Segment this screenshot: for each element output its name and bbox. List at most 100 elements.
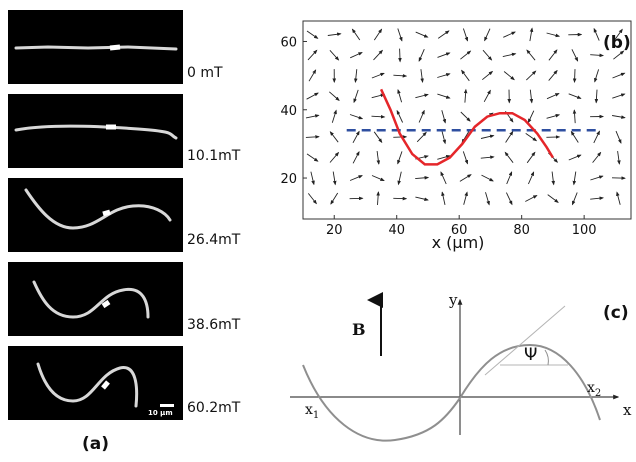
field-vector — [593, 130, 600, 144]
field-vector — [440, 171, 447, 185]
angle-arc — [544, 349, 549, 366]
field-vector — [308, 69, 317, 82]
field-vector — [484, 28, 491, 42]
field-vector — [305, 114, 320, 119]
field-vector — [437, 155, 451, 160]
field-vector — [373, 49, 384, 61]
field-vector — [371, 114, 386, 119]
field-vector — [503, 71, 515, 81]
field-vector — [506, 171, 513, 185]
x2-label: x2 — [587, 380, 601, 399]
field-vector — [306, 92, 319, 100]
field-vector — [617, 151, 621, 165]
field-vector — [502, 52, 517, 58]
panel-a-caption: (a) — [82, 434, 110, 454]
field-vector — [306, 153, 319, 162]
field-label-0: 0 mT — [187, 65, 223, 81]
b-field-label: B — [352, 320, 366, 339]
field-vector — [571, 192, 578, 206]
axis-ticks: 20 40 60 80 100 20 40 60 — [280, 35, 596, 238]
field-vector — [330, 192, 339, 205]
field-vector — [310, 171, 315, 186]
field-label-1: 10.1mT — [187, 148, 241, 164]
micro-frame-0mT — [8, 10, 183, 84]
field-vector — [590, 53, 604, 58]
field-vector — [615, 130, 622, 144]
field-vector — [572, 69, 577, 83]
scale-bar — [160, 404, 174, 407]
field-vector — [570, 130, 579, 143]
x-tick-label: 20 — [326, 223, 343, 238]
field-vector — [590, 196, 604, 200]
field-vector — [329, 91, 340, 101]
field-vector — [482, 49, 493, 61]
field-vector — [594, 89, 599, 104]
field-vector — [593, 27, 600, 41]
field-vector — [568, 93, 582, 99]
field-vector — [546, 93, 560, 100]
field-vector — [482, 70, 494, 81]
field-vector — [462, 28, 469, 42]
field-vector — [393, 135, 408, 139]
field-label-4: 60.2mT — [187, 400, 241, 416]
field-vector — [483, 89, 491, 103]
field-vector — [614, 28, 623, 41]
field-vector — [307, 193, 317, 205]
field-vector — [571, 49, 579, 62]
field-vector — [331, 109, 337, 123]
field-vector — [613, 50, 625, 60]
field-vector — [437, 73, 451, 78]
field-vector — [526, 49, 536, 61]
field-vector — [612, 72, 626, 79]
x-tick-label: 100 — [572, 223, 597, 238]
field-vector — [349, 175, 363, 181]
field-vector — [529, 27, 534, 42]
field-label-3: 38.6mT — [187, 317, 241, 333]
field-vector — [418, 49, 425, 62]
x-axis-letter: x — [623, 401, 632, 419]
field-vector — [327, 32, 342, 37]
field-vector — [592, 151, 602, 163]
field-vector — [352, 151, 360, 164]
field-vector — [547, 194, 559, 203]
field-vector — [437, 52, 451, 58]
field-vector — [351, 28, 361, 41]
field-vector — [526, 151, 536, 164]
field-vector — [376, 191, 380, 206]
deflection-curve — [302, 343, 601, 442]
field-vector — [373, 131, 383, 144]
filament-image — [14, 44, 178, 51]
field-vector — [415, 31, 429, 38]
x-tick-label: 40 — [388, 223, 405, 238]
field-vector — [612, 93, 626, 99]
field-vector — [376, 151, 381, 165]
field-vector — [329, 49, 340, 61]
field-vector — [415, 196, 429, 201]
vector-field — [305, 27, 626, 206]
panel-c-caption: (c) — [603, 303, 629, 323]
field-vector — [353, 69, 358, 83]
field-vector — [505, 192, 513, 206]
field-vector — [505, 130, 514, 143]
field-vector — [329, 151, 340, 163]
field-vector — [480, 134, 495, 139]
field-vector — [460, 111, 471, 122]
y-tick-label: 20 — [280, 172, 297, 187]
field-vector — [462, 151, 469, 165]
field-vector — [420, 69, 424, 83]
field-vector — [527, 171, 535, 185]
micro-frame-38mT — [8, 262, 183, 336]
field-vector — [371, 93, 386, 99]
field-vector — [568, 154, 582, 161]
x-tick-label: 60 — [451, 223, 468, 238]
field-vector — [590, 175, 604, 181]
field-vector — [529, 89, 534, 104]
field-vector — [353, 89, 359, 104]
field-vector — [371, 72, 385, 79]
field-vector — [350, 52, 363, 59]
x1-label: x1 — [305, 402, 319, 421]
field-vector — [485, 192, 490, 206]
filament-image — [24, 188, 172, 230]
tangent-line — [484, 305, 566, 376]
